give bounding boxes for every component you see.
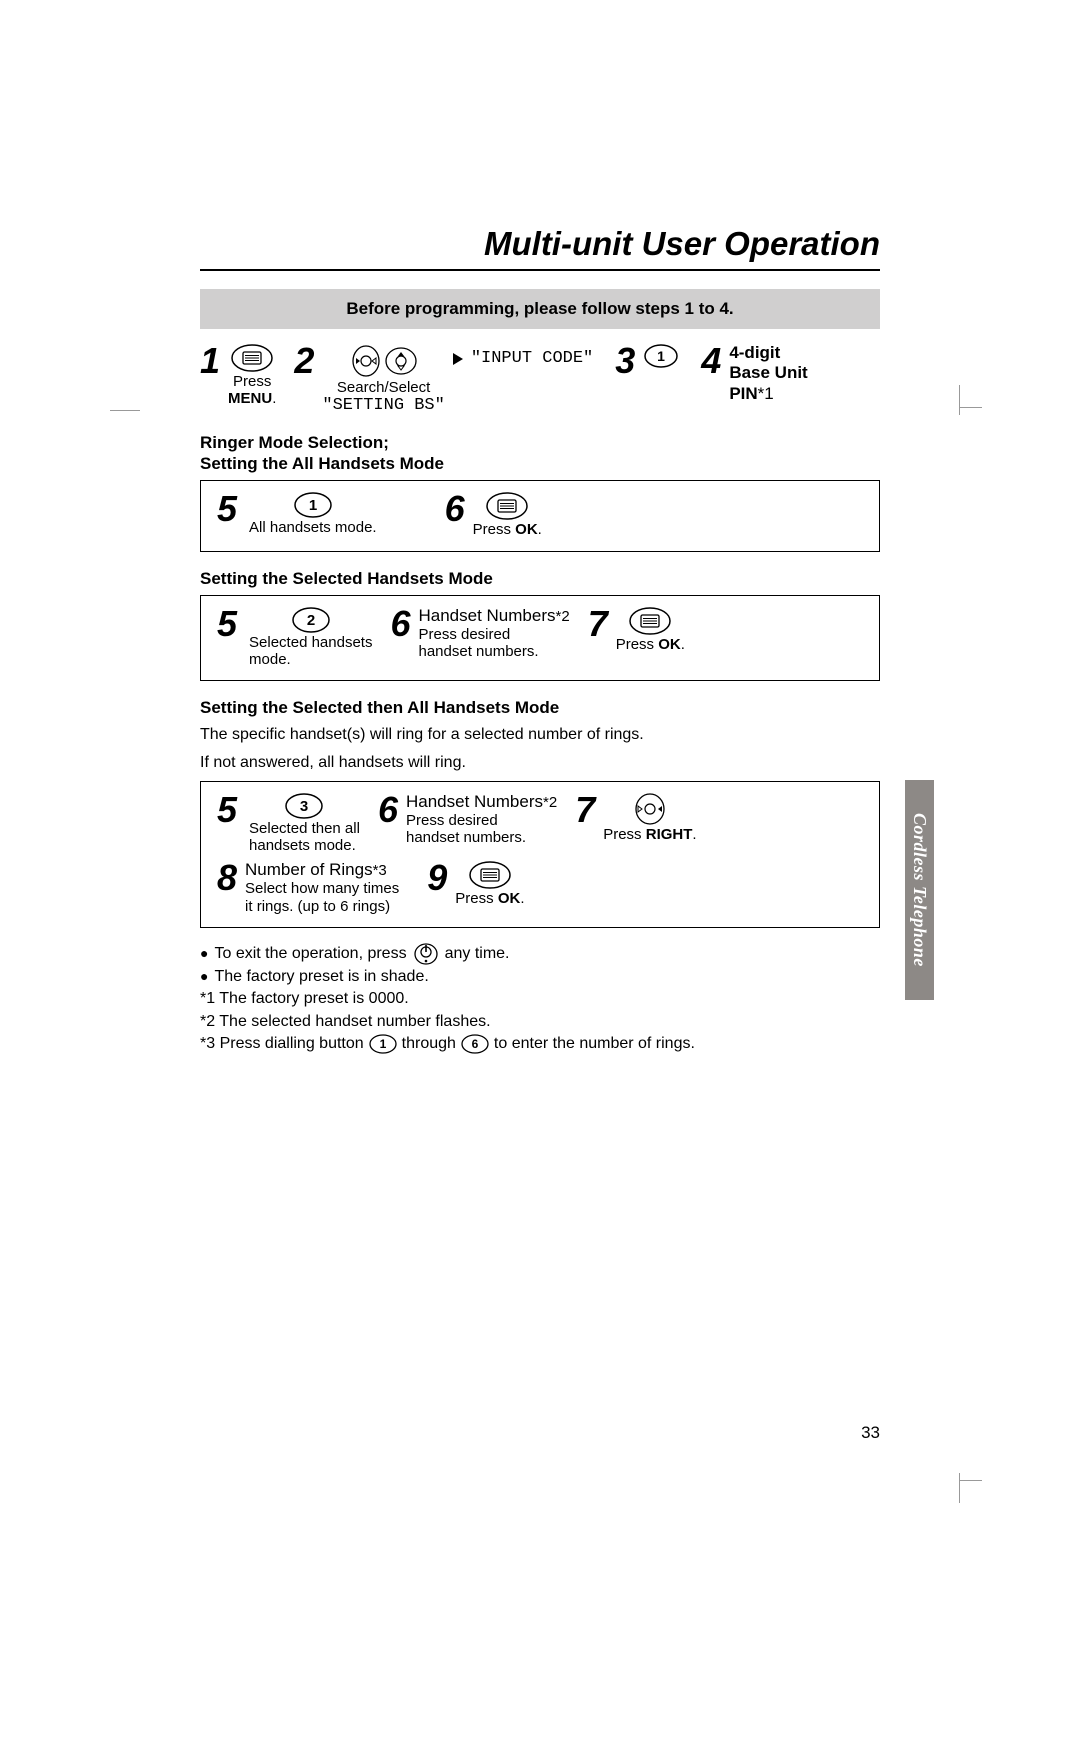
dial-2-icon: 2 [291, 606, 331, 634]
step4-sup: *1 [758, 384, 774, 403]
dial-1-icon: 1 [643, 343, 679, 369]
svg-text:2: 2 [307, 612, 315, 629]
step-5: 5 1 All handsets mode. [217, 491, 377, 536]
menu-button-icon [468, 860, 512, 890]
step-caption: Press OK. [616, 636, 685, 653]
menu-button-icon [230, 343, 274, 373]
step-caption: Selected then allhandsets mode. [249, 820, 360, 855]
section-subtext: The specific handset(s) will ring for a … [200, 725, 880, 745]
step-caption: Press desiredhandset numbers. [406, 812, 526, 847]
crop-mark [960, 1480, 982, 1481]
step-4: 4 4-digit Base Unit PIN*1 [701, 343, 807, 404]
crop-mark [959, 385, 960, 415]
footnote-bullet-2: ● The factory preset is in shade. [200, 966, 880, 988]
svg-text:1: 1 [309, 497, 317, 514]
side-tab: Cordless Telephone [905, 780, 934, 1000]
box-all-handsets: 5 1 All handsets mode. 6 Press OK. [200, 480, 880, 551]
section-subtext: If not answered, all handsets will ring. [200, 753, 880, 773]
step-caption: Press OK. [455, 890, 524, 907]
step-number: 6 [378, 792, 398, 828]
section-title: Setting the Selected then All Handsets M… [200, 697, 880, 718]
step-caption: Press RIGHT. [603, 826, 696, 843]
step-7: 7 Press RIGHT. [575, 792, 696, 843]
crop-mark [110, 410, 140, 411]
step-number: 1 [200, 343, 220, 379]
step-number: 5 [217, 491, 237, 527]
step-9: 9 Press OK. [427, 860, 524, 907]
step-number: 7 [575, 792, 595, 828]
step-caption: Press MENU. [228, 373, 276, 408]
svg-text:1: 1 [379, 1037, 386, 1051]
step-number: 9 [427, 860, 447, 896]
side-tab-label: Cordless Telephone [909, 813, 930, 967]
step-subtitle: Number of Rings*3 [245, 860, 387, 880]
step4-line: Base Unit [729, 363, 807, 382]
step-number: 5 [217, 606, 237, 642]
crop-mark [960, 407, 982, 408]
step-number: 7 [588, 606, 608, 642]
step-5: 5 3 Selected then allhandsets mode. [217, 792, 360, 855]
step-caption: Search/Select [337, 379, 430, 396]
title-rule [200, 269, 880, 271]
dial-6-icon: 6 [460, 1033, 490, 1055]
menu-button-icon [628, 606, 672, 636]
bullet-icon: ● [200, 967, 208, 987]
power-off-icon [413, 942, 439, 966]
step-caption: All handsets mode. [249, 519, 377, 536]
step-5: 5 2 Selected handsetsmode. [217, 606, 372, 669]
svg-text:3: 3 [300, 798, 308, 815]
dial-1-icon: 1 [293, 491, 333, 519]
svg-text:1: 1 [657, 348, 665, 364]
step-6: 6 Handset Numbers*2 Press desiredhandset… [390, 606, 569, 661]
step-mono: "INPUT CODE" [471, 349, 593, 368]
steps-1-4: 1 Press MENU. 2 [200, 343, 880, 416]
step4-line: PIN [729, 384, 757, 403]
step-caption: Selected handsetsmode. [249, 634, 372, 669]
step-caption: Press desiredhandset numbers. [418, 626, 538, 661]
footnote-2: *2 The selected handset number flashes. [200, 1011, 880, 1033]
page-number: 33 [861, 1423, 880, 1443]
step-number: 2 [294, 343, 314, 379]
step-caption: Select how many timesit rings. (up to 6 … [245, 880, 399, 915]
step-number: 4 [701, 343, 721, 379]
footnote-1: *1 The factory preset is 0000. [200, 988, 880, 1010]
step-3: 3 1 [615, 343, 679, 379]
page-title: Multi-unit User Operation [200, 225, 880, 263]
footnotes: ● To exit the operation, press any time.… [200, 942, 880, 1056]
arrow-right-icon [451, 351, 465, 367]
step-7: 7 Press OK. [588, 606, 685, 653]
step-number: 5 [217, 792, 237, 828]
step-6: 6 Press OK. [445, 491, 542, 538]
step-caption: Press OK. [473, 521, 542, 538]
nav-pad-icon [349, 343, 419, 379]
nav-pad-icon [632, 792, 668, 826]
step-number: 6 [390, 606, 410, 642]
box-selected-handsets: 5 2 Selected handsetsmode. 6 Handset Num… [200, 595, 880, 682]
crop-mark [959, 1473, 960, 1503]
svg-text:6: 6 [472, 1037, 479, 1051]
dial-1-icon: 1 [368, 1033, 398, 1055]
step-8: 8 Number of Rings*3 Select how many time… [217, 860, 399, 915]
step-2: 2 Sear [294, 343, 593, 416]
step4-line: 4-digit [729, 343, 780, 362]
step-subtitle: Handset Numbers*2 [418, 606, 569, 626]
step-6: 6 Handset Numbers*2 Press desiredhandset… [378, 792, 557, 847]
section-title: Setting the Selected Handsets Mode [200, 568, 880, 589]
step-mono: "SETTING BS" [322, 396, 444, 416]
box-selected-then-all: 5 3 Selected then allhandsets mode. 6 Ha… [200, 781, 880, 928]
bullet-icon: ● [200, 944, 208, 964]
step-subtitle: Handset Numbers*2 [406, 792, 557, 812]
step-number: 8 [217, 860, 237, 896]
instruction-banner: Before programming, please follow steps … [200, 289, 880, 329]
section-title: Ringer Mode Selection; Setting the All H… [200, 432, 880, 475]
step-1: 1 Press MENU. [200, 343, 276, 408]
menu-button-icon [485, 491, 529, 521]
step-number: 6 [445, 491, 465, 527]
footnote-bullet-1: ● To exit the operation, press any time. [200, 942, 880, 966]
step-number: 3 [615, 343, 635, 379]
dial-3-icon: 3 [284, 792, 324, 820]
footnote-3: *3 Press dialling button 1 through 6 to … [200, 1033, 880, 1055]
